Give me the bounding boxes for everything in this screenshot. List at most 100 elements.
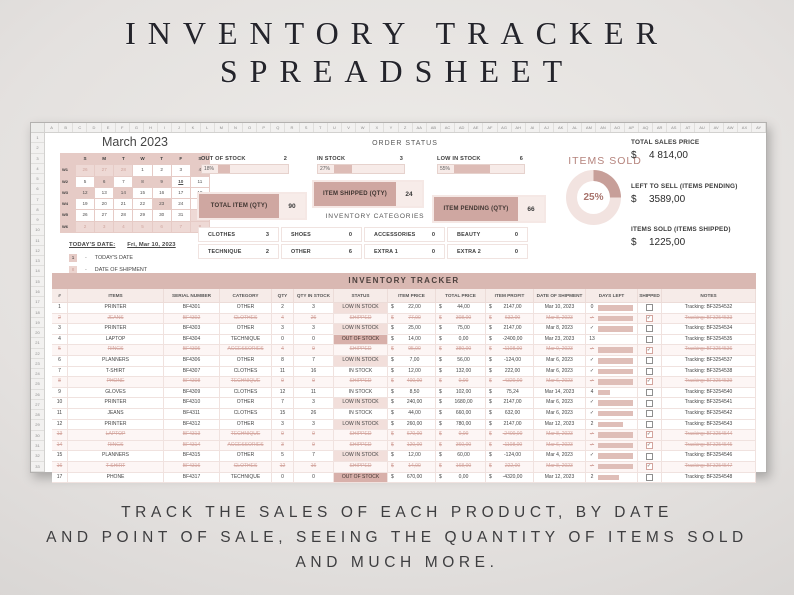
cell-qty-in-stock[interactable]: 9 <box>294 345 334 355</box>
cell-total-price[interactable]: $380,00 <box>436 345 486 355</box>
table-row[interactable]: 1 PRINTER BF4301 OTHER 2 3 LOW IN STOCK $22,00 $… <box>52 303 756 314</box>
cell-total-price[interactable]: $168,00 <box>436 461 486 472</box>
cell-date-of-shipment[interactable]: Mar 6, 2023 <box>534 398 586 408</box>
cell-row-number[interactable]: 7 <box>52 366 68 377</box>
calendar-day-cell[interactable]: 7 <box>171 221 190 233</box>
cell-days-left[interactable]: ✓ <box>586 430 638 440</box>
cell-qty[interactable]: 4 <box>272 345 294 355</box>
column-header[interactable]: AS <box>667 123 682 132</box>
shipped-checkbox[interactable] <box>646 304 653 312</box>
column-header[interactable]: S <box>300 123 314 132</box>
cell-shipped[interactable] <box>638 334 662 345</box>
column-header[interactable]: AJ <box>540 123 555 132</box>
row-header[interactable]: 30 <box>31 431 44 441</box>
calendar-day-cell[interactable]: 5 <box>133 221 152 233</box>
calendar-day-cell[interactable]: 30 <box>152 210 171 221</box>
cell-qty-in-stock[interactable]: 16 <box>294 461 334 472</box>
column-header[interactable]: AH <box>512 123 526 132</box>
cell-item-name[interactable]: PRINTER <box>68 303 164 313</box>
shipped-checkbox[interactable] <box>646 325 653 333</box>
column-header[interactable]: AN <box>596 123 611 132</box>
cell-serial-number[interactable]: BF4307 <box>164 366 220 377</box>
cell-total-price[interactable]: $360,00 <box>436 440 486 451</box>
cell-category[interactable]: OTHER <box>220 303 272 313</box>
cell-serial-number[interactable]: BF4305 <box>164 345 220 355</box>
column-header[interactable]: AE <box>469 123 484 132</box>
cell-category[interactable]: ACCESSORIES <box>220 440 272 451</box>
column-header[interactable]: AY <box>752 123 767 132</box>
cell-item-name[interactable]: RINGS <box>68 345 164 355</box>
cell-item-price[interactable]: $670,00 <box>388 430 436 440</box>
shipped-checkbox[interactable] <box>646 357 653 365</box>
cell-qty[interactable]: 3 <box>272 324 294 334</box>
category-cell[interactable]: EXTRA 1 0 <box>364 244 445 259</box>
row-header[interactable]: 25 <box>31 379 44 390</box>
cell-qty-in-stock[interactable]: 0 <box>294 472 334 483</box>
calendar-day-cell[interactable]: 11 <box>190 176 209 187</box>
column-header[interactable]: Z <box>399 123 413 132</box>
cell-date-of-shipment[interactable]: Mar 12, 2023 <box>534 419 586 430</box>
cell-notes[interactable]: Tracking: BF3254532 <box>662 303 756 313</box>
column-header[interactable]: W <box>356 123 371 132</box>
cell-row-number[interactable]: 2 <box>52 313 68 324</box>
calendar-day-cell[interactable]: 8 <box>141 178 144 184</box>
cell-date-of-shipment[interactable]: Mar 9, 2023 <box>534 345 586 355</box>
row-header[interactable]: 18 <box>31 308 44 318</box>
column-header[interactable]: F <box>116 123 130 132</box>
cell-notes[interactable]: Tracking: BF3254534 <box>662 324 756 334</box>
table-row[interactable]: 15 PLANNERS BF4315 OTHER 5 7 LOW IN STOCK $12,0… <box>52 451 756 462</box>
cell-qty-in-stock[interactable]: 7 <box>294 355 334 366</box>
calendar-day-cell[interactable]: 28 <box>114 210 133 221</box>
cell-qty[interactable]: 15 <box>272 408 294 419</box>
calendar-day-cell[interactable]: 4 <box>198 167 202 173</box>
calendar-day-cell[interactable]: 3 <box>171 165 190 176</box>
column-header[interactable]: AR <box>653 123 668 132</box>
column-header[interactable]: AB <box>427 123 441 132</box>
cell-notes[interactable]: Tracking: BF3254544 <box>662 430 756 440</box>
row-header[interactable]: 27 <box>31 400 44 411</box>
column-header[interactable]: AU <box>695 123 710 132</box>
table-row[interactable]: 5 RINGS BF4305 ACCESSORIES 4 9 SHIPPED $95,00 $3… <box>52 345 756 356</box>
cell-total-price[interactable]: $102,00 <box>436 387 486 398</box>
category-cell[interactable]: CLOTHES 3 <box>198 227 279 242</box>
table-row[interactable]: 13 LAPTOP BF4313 TECHNIQUE 0 0 SHIPPED $670,00 $… <box>52 430 756 441</box>
calendar-day-cell[interactable]: 10 <box>171 176 190 187</box>
cell-item-profit[interactable]: $2147,00 <box>486 324 534 334</box>
cell-shipped[interactable] <box>638 430 662 440</box>
cell-item-price[interactable]: $22,00 <box>388 303 436 313</box>
column-header[interactable]: C <box>73 123 88 132</box>
column-header[interactable]: K <box>186 123 201 132</box>
cell-category[interactable]: CLOTHES <box>220 313 272 324</box>
cell-shipped[interactable] <box>638 440 662 451</box>
table-row[interactable]: 3 PRINTER BF4303 OTHER 3 3 LOW IN STOCK $25,00 $… <box>52 324 756 335</box>
cell-days-left[interactable]: ✓ <box>586 313 638 324</box>
cell-days-left[interactable]: ✓ <box>586 451 638 461</box>
cell-notes[interactable]: Tracking: BF3254537 <box>662 355 756 366</box>
cell-category[interactable]: OTHER <box>220 324 272 334</box>
row-header[interactable]: 5 <box>31 174 44 185</box>
row-header[interactable]: 14 <box>31 266 44 277</box>
cell-serial-number[interactable]: BF4304 <box>164 334 220 345</box>
shipped-checkbox[interactable] <box>646 420 653 428</box>
column-header[interactable]: G <box>130 123 144 132</box>
table-row[interactable]: 8 PHONE BF4308 TECHNIQUE 0 0 SHIPPED $400,00 $0,… <box>52 377 756 388</box>
cell-total-price[interactable]: $660,00 <box>436 408 486 419</box>
cell-serial-number[interactable]: BF4310 <box>164 398 220 408</box>
cell-qty[interactable]: 7 <box>272 398 294 408</box>
cell-notes[interactable]: Tracking: BF3254536 <box>662 345 756 355</box>
cell-qty-in-stock[interactable]: 0 <box>294 334 334 345</box>
column-header[interactable]: AI <box>526 123 540 132</box>
table-row[interactable]: 10 PRINTER BF4310 OTHER 7 3 LOW IN STOCK $240,0… <box>52 398 756 409</box>
cell-category[interactable]: CLOTHES <box>220 366 272 377</box>
row-header[interactable]: 31 <box>31 441 44 452</box>
cell-item-name[interactable]: PHONE <box>68 472 164 483</box>
cell-item-price[interactable]: $77,00 <box>388 313 436 324</box>
category-cell[interactable]: BEAUTY 0 <box>447 227 528 242</box>
column-header[interactable]: AO <box>611 123 625 132</box>
cell-status[interactable]: SHIPPED <box>334 377 388 387</box>
cell-category[interactable]: ACCESSORIES <box>220 345 272 355</box>
calendar-day-cell[interactable]: 27 <box>95 210 114 221</box>
row-header[interactable]: 26 <box>31 390 44 400</box>
calendar-day-cell[interactable]: 28 <box>114 165 133 176</box>
cell-item-profit[interactable]: $222,00 <box>486 461 534 472</box>
